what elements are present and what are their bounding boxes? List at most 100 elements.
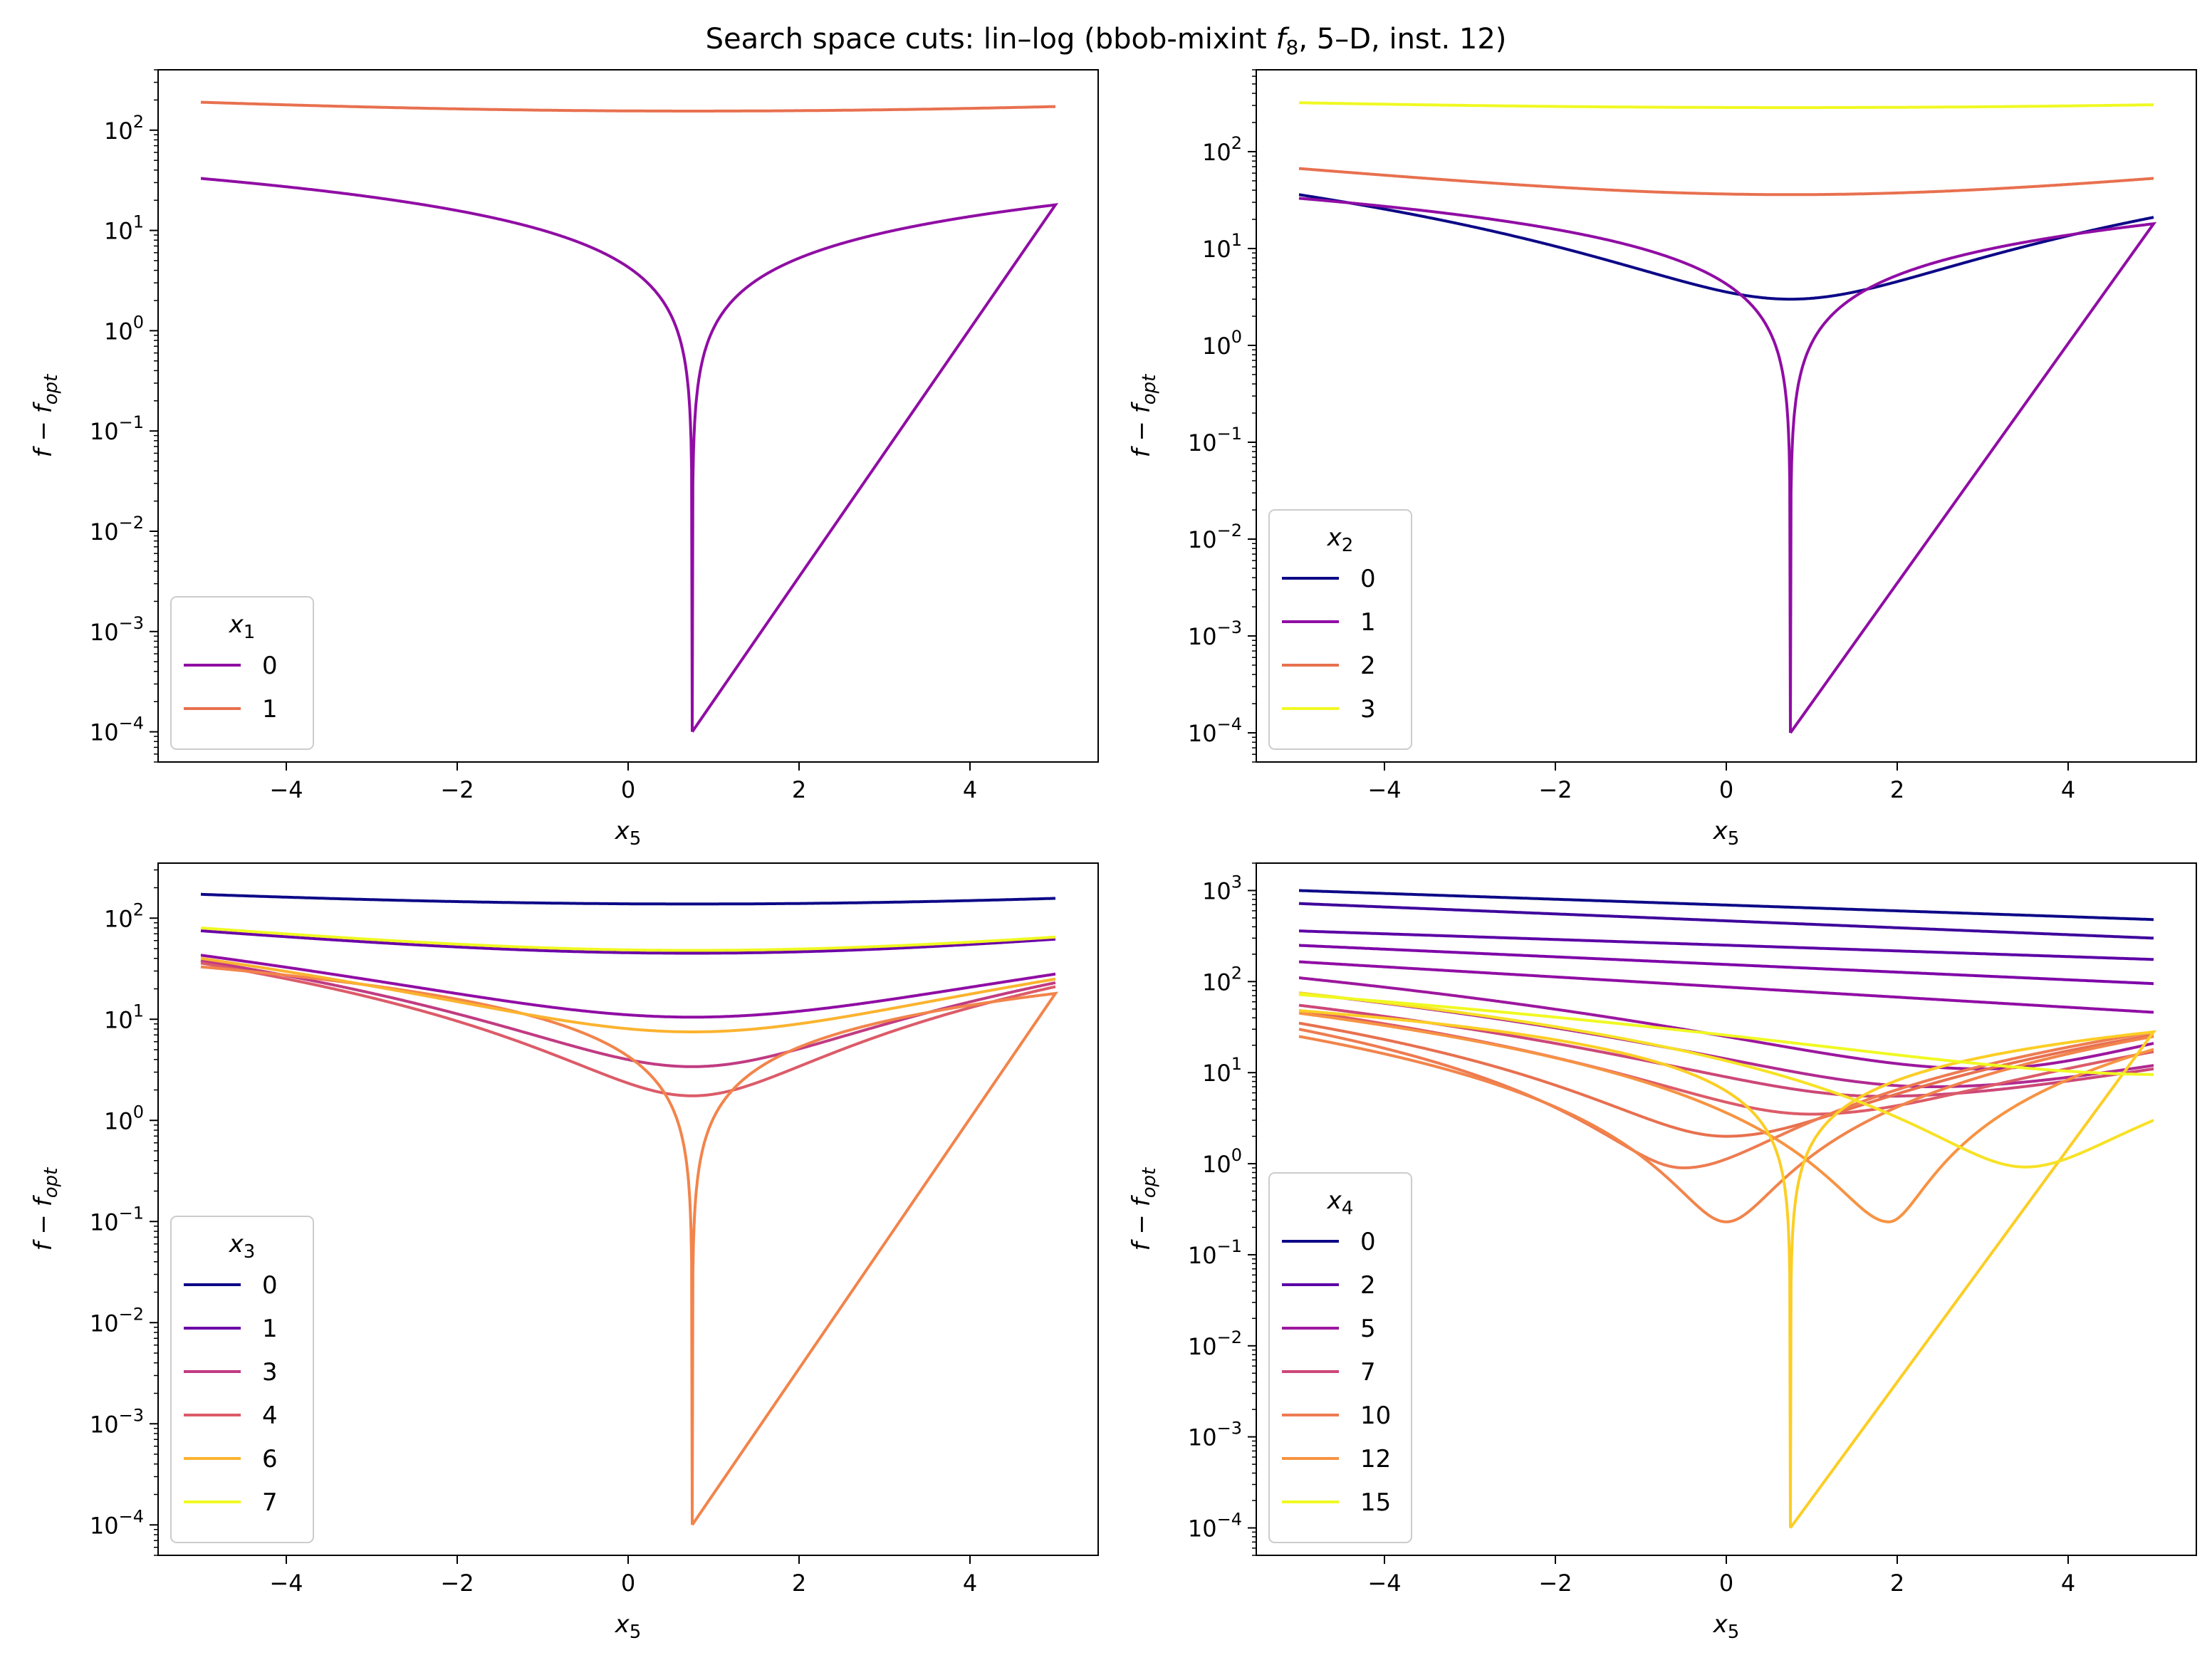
- series-line-1: [1298, 902, 2154, 940]
- x-tick-label: 2: [792, 1570, 806, 1597]
- legend-entry-label: 0: [262, 1271, 278, 1300]
- y-axis-label: f − fopt: [29, 1167, 62, 1251]
- y-tick-label: 10−1: [90, 1203, 144, 1236]
- x-tick-label: 0: [1719, 776, 1733, 803]
- y-axis-label: f − fopt: [1127, 374, 1160, 457]
- x-tick-label: 4: [2061, 776, 2075, 803]
- series-line-3: [1299, 944, 2154, 986]
- legend: x30 1 3 4 6 7: [170, 1216, 314, 1543]
- legend-title: x3: [229, 1230, 256, 1263]
- x-tick-label: 0: [621, 1570, 635, 1597]
- series-line-0: [1298, 193, 2154, 301]
- x-tick-label: −4: [1367, 776, 1401, 803]
- y-tick-label: 10−2: [90, 1304, 144, 1337]
- series-line-14: [1298, 991, 2154, 1169]
- series-line-11: [1298, 1035, 2154, 1223]
- x-tick-label: 4: [2061, 1570, 2075, 1597]
- y-tick-label: 101: [1202, 1054, 1242, 1087]
- x-tick-label: −2: [1538, 776, 1572, 803]
- legend-title: x2: [1327, 523, 1354, 556]
- legend-entry-label: 0: [1360, 1228, 1376, 1256]
- legend-box: [1268, 509, 1412, 750]
- series-line-0: [201, 892, 1056, 906]
- legend-title: x1: [229, 610, 256, 643]
- y-tick-label: 10−2: [90, 513, 144, 546]
- y-tick-label: 101: [1202, 230, 1242, 263]
- y-tick-label: 10−3: [90, 613, 144, 646]
- legend-entry-label: 7: [1360, 1358, 1376, 1387]
- figure-title: Search space cuts: lin–log (bbob-mixint …: [706, 23, 1507, 59]
- plot-area: [1298, 889, 2157, 1529]
- y-tick-label: 101: [104, 1001, 144, 1033]
- series-line-2: [1298, 167, 2154, 197]
- legend-entry-label: 5: [1360, 1315, 1376, 1343]
- y-tick-label: 100: [104, 1102, 144, 1134]
- series-line-7: [200, 927, 1056, 952]
- series-line-0: [1299, 889, 2154, 922]
- x-tick-label: 4: [963, 776, 977, 803]
- x-tick-label: −4: [269, 776, 303, 803]
- legend-entry-label: 12: [1360, 1445, 1391, 1473]
- legend-entry-label: 4: [262, 1402, 278, 1430]
- legend-entry-label: 0: [1360, 565, 1376, 593]
- legend-entry-label: 2: [1360, 1271, 1376, 1300]
- series-line-6: [200, 956, 1056, 1033]
- series-line-3: [1298, 101, 2154, 110]
- x-tick-label: 2: [1890, 776, 1904, 803]
- y-tick-label: 10−2: [1188, 521, 1242, 553]
- legend-entry-label: 3: [262, 1358, 278, 1387]
- x-axis-label: x5: [615, 817, 642, 850]
- y-tick-label: 10−4: [90, 1506, 144, 1539]
- y-tick-label: 100: [1202, 1145, 1242, 1178]
- title-text-post: , 5–D, inst. 12): [1298, 23, 1506, 56]
- series-line-8: [1298, 1009, 2154, 1116]
- y-tick-label: 10−1: [1188, 1236, 1242, 1269]
- legend-entry-label: 15: [1360, 1488, 1391, 1517]
- y-tick-label: 101: [104, 212, 144, 245]
- y-tick-label: 103: [1202, 872, 1242, 904]
- legend-box: [170, 1216, 314, 1543]
- x-tick-label: 0: [1719, 1570, 1733, 1597]
- title-f-sub: 8: [1286, 36, 1299, 59]
- x-tick-label: 2: [792, 776, 806, 803]
- y-tick-label: 10−1: [90, 412, 144, 445]
- series-line-0: [201, 177, 1059, 733]
- y-tick-label: 102: [1202, 963, 1242, 996]
- x-tick-label: 2: [1890, 1570, 1904, 1597]
- series-line-5: [200, 965, 1059, 1526]
- legend-box: [1268, 1172, 1412, 1543]
- y-tick-label: 10−2: [1188, 1327, 1242, 1360]
- legend: x40 2 5 7 10 12 15: [1268, 1172, 1412, 1543]
- y-tick-label: 102: [104, 112, 144, 145]
- x-tick-label: −2: [1538, 1570, 1572, 1597]
- legend-entry-label: 1: [262, 1315, 278, 1343]
- series-line-12: [1298, 1011, 2154, 1223]
- legend-entry-label: 10: [1360, 1402, 1391, 1430]
- subplot-3: −4 −2 0 2 4 10−4 10−3 10−2 10−1 100 101 102 x5 f − fo…: [29, 862, 1099, 1643]
- series-line-1: [200, 100, 1055, 113]
- y-axis-label: f − fopt: [29, 374, 62, 457]
- x-tick-label: −2: [440, 776, 474, 803]
- legend-entry-label: 3: [1360, 695, 1376, 724]
- legend-entry-label: 6: [262, 1445, 278, 1473]
- x-tick-label: −4: [269, 1570, 303, 1597]
- x-tick-label: −4: [1367, 1570, 1401, 1597]
- legend-box: [170, 596, 314, 750]
- subplot-1: −4 −2 0 2 4 10−4 10−3 10−2 10−1 100 101 102 x5 f − fo…: [29, 69, 1099, 850]
- series-line-4: [200, 961, 1056, 1097]
- y-tick-label: 100: [104, 312, 144, 345]
- series-line-1: [200, 929, 1056, 955]
- series-line-1: [1298, 197, 2157, 734]
- legend-entry-label: 1: [262, 695, 278, 724]
- legend-entry-label: 2: [1360, 652, 1376, 680]
- y-tick-label: 102: [104, 899, 144, 932]
- x-tick-label: −2: [440, 1570, 474, 1597]
- series-line-13: [1298, 1009, 2157, 1529]
- y-tick-label: 10−3: [90, 1405, 144, 1438]
- x-axis-label: x5: [1713, 817, 1740, 850]
- legend: x10 1: [170, 596, 314, 750]
